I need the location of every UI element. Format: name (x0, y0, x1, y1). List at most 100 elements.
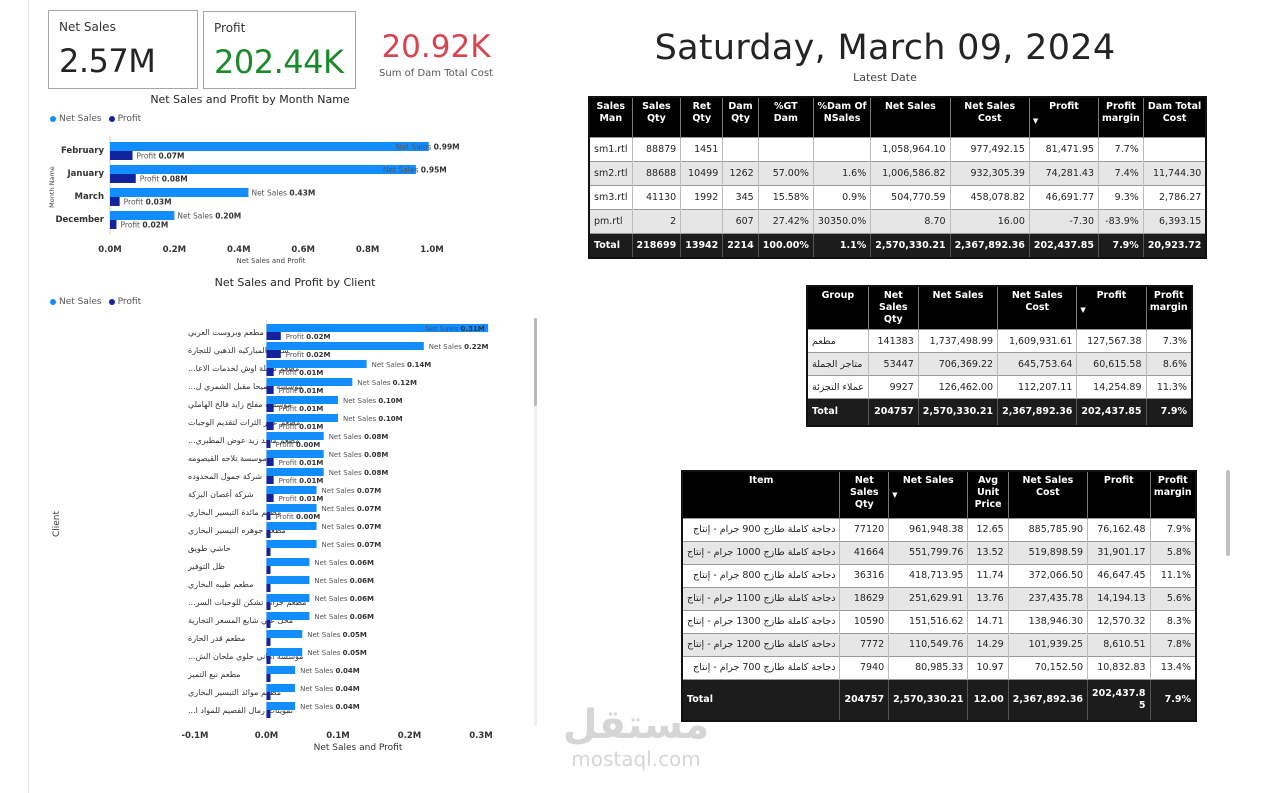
column-header-label: Net Sales (884, 101, 936, 112)
table-cell: 10499 (680, 160, 723, 185)
client-chart-net-sales-label: Net Sales 0.31M (425, 325, 485, 333)
client-chart-net-sales-bar (266, 540, 317, 548)
table-row[interactable]: مطعم 141383 1,737,498.99 1,609,931.61 127,56… (807, 329, 1192, 353)
table-cell: 151,516.62 (888, 609, 968, 633)
column-header[interactable]: Ret Qty (680, 97, 723, 137)
net-sales-card[interactable]: Net Sales 2.57M (48, 10, 198, 89)
table-row[interactable]: دجاجة كاملة طازج 1200 جرام - إنتاج 7772 11… (682, 632, 1196, 656)
month-chart-category-label: March (75, 192, 104, 202)
column-header[interactable]: Profit ▼ (1076, 286, 1147, 330)
table-cell: دجاجة كاملة طازج 1300 جرام - إنتاج (682, 609, 840, 633)
table-row[interactable]: دجاجة كاملة طازج 1100 جرام - إنتاج 18629 2… (682, 586, 1196, 610)
table-cell: دجاجة كاملة طازج 700 جرام - إنتاج (682, 655, 840, 679)
client-chart-title: Net Sales and Profit by Client (214, 276, 376, 289)
table-row[interactable]: دجاجة كاملة طازج 1300 جرام - إنتاج 10590 1… (682, 609, 1196, 633)
client-chart-category-label: مطعم نبع التميز (187, 670, 241, 679)
table-row[interactable]: sm2.rtl 88688 10499 1262 57.00% 1.6% 1,006,586… (589, 160, 1207, 185)
table-row[interactable]: sm1.rtl 88879 1451 1,058,964.10 977,492.15 81… (589, 136, 1207, 161)
month-chart-net-sales-label: Net Sales 0.99M (396, 143, 460, 152)
table-row[interactable]: sm3.rtl 41130 1992 345 15.58% 0.9% 504,770.59 4… (589, 184, 1207, 209)
table-row[interactable]: دجاجة كاملة طازج 900 جرام - إنتاج 77120 96… (682, 517, 1196, 541)
column-header-label: Profit (1096, 290, 1127, 301)
column-header[interactable]: Profit margin (1145, 286, 1192, 330)
total-cell: 2214 (722, 232, 759, 258)
table-cell: 7772 (839, 632, 889, 656)
table-cell: 1451 (680, 136, 723, 161)
month-chart-net-sales-label: Net Sales 0.43M (251, 189, 315, 198)
client-chart-category-label: مطعم وبروست العربي (188, 328, 264, 337)
table-cell: 9.3% (1098, 184, 1144, 209)
column-header[interactable]: Group (807, 286, 869, 330)
column-header[interactable]: Dam Qty (722, 97, 759, 137)
client-chart-net-sales-label: Net Sales 0.07M (322, 505, 382, 513)
table-cell: 138,946.30 (1007, 609, 1088, 633)
table-cell: دجاجة كاملة طازج 1100 جرام - إنتاج (682, 586, 840, 610)
column-header[interactable]: Net Sales Qty (839, 471, 889, 518)
table-row[interactable]: pm.rtl 2 607 27.42% 30350.0% 8.70 16.00 -7.30 -8… (589, 208, 1207, 233)
table-cell: 977,492.15 (949, 136, 1030, 161)
client-chart-profit-bar (266, 584, 271, 592)
client-chart-profit-bar (266, 638, 271, 646)
group-table[interactable]: Group Net Sales Qty Net Sales Net Sales Cos… (806, 285, 1193, 427)
profit-card-label: Profit (214, 21, 246, 35)
table-cell: 11.74 (967, 563, 1009, 587)
client-chart-profit-bar (266, 512, 271, 520)
item-table[interactable]: Item Net Sales Qty Net Sales ▼ Avg Unit Pric… (681, 470, 1197, 722)
column-header[interactable]: %Dam Of NSales (812, 97, 871, 137)
profit-card[interactable]: Profit 202.44K (203, 11, 356, 89)
month-chart[interactable]: Net Sales and Profit by Month Name Net S… (40, 92, 520, 272)
sort-desc-icon[interactable]: ▼ (1080, 306, 1086, 314)
item-table-scrollbar[interactable] (1226, 470, 1230, 556)
month-chart-category-label: February (61, 146, 104, 156)
table-cell: مطعم (807, 329, 869, 353)
table-cell: 551,799.76 (888, 540, 968, 564)
sort-desc-icon[interactable]: ▼ (892, 491, 898, 499)
table-row[interactable]: دجاجة كاملة طازج 800 جرام - إنتاج 36316 41… (682, 563, 1196, 587)
column-header[interactable]: Avg Unit Price (967, 471, 1009, 518)
column-header[interactable]: Sales Qty (631, 97, 681, 137)
column-header[interactable]: Net Sales Cost (1007, 471, 1088, 518)
month-chart-net-sales-label: Net Sales 0.20M (177, 212, 241, 221)
table-row[interactable]: دجاجة كاملة طازج 1000 جرام - إنتاج 41664 5… (682, 540, 1196, 564)
column-header[interactable]: Profit margin (1098, 97, 1144, 137)
salesman-table[interactable]: Sales Man Sales Qty Ret Qty Dam Qty %GT Dam%… (588, 96, 1208, 259)
table-header-row: Sales Man Sales Qty Ret Qty Dam Qty %GT Dam%… (589, 97, 1207, 137)
table-cell: دجاجة كاملة طازج 800 جرام - إنتاج (682, 563, 840, 587)
client-chart-net-sales-bar (266, 648, 303, 656)
column-header[interactable]: Sales Man (589, 97, 633, 137)
column-header[interactable]: Net Sales ▼ (888, 471, 968, 518)
legend-profit-label: Profit (117, 297, 142, 307)
client-chart-scroll-thumb[interactable] (534, 318, 537, 406)
sort-desc-icon[interactable]: ▼ (1032, 117, 1039, 125)
client-chart-profit-bar (266, 548, 271, 556)
client-chart-category-label: مطعم مائدة التيسير البخاري (188, 508, 281, 517)
table-row[interactable]: دجاجة كاملة طازج 700 جرام - إنتاج 7940 80,… (682, 655, 1196, 679)
column-header[interactable]: Net Sales Qty (867, 286, 919, 330)
table-cell: 7.9% (1149, 517, 1196, 541)
client-chart-net-sales-bar (266, 504, 317, 512)
dam-cost-card[interactable]: 20.92K Sum of Dam Total Cost (366, 30, 506, 79)
column-header[interactable]: Profit ▼ (1028, 97, 1099, 137)
table-cell: 30350.0% (812, 208, 871, 233)
column-header[interactable]: Net Sales Cost (949, 97, 1030, 137)
table-row[interactable]: متاجر الجملة 53447 706,369.22 645,753.64 60,… (807, 352, 1192, 376)
column-header[interactable]: Profit margin (1149, 471, 1196, 518)
column-header[interactable]: Item (682, 471, 840, 518)
column-header-label: Net Sales Cost (964, 101, 1016, 124)
table-row[interactable]: عملاء التجزئة 9927 126,462.00 112,207.11 14,… (807, 375, 1192, 399)
column-header[interactable]: Profit (1087, 471, 1151, 518)
table-cell: 885,785.90 (1007, 517, 1088, 541)
client-chart[interactable]: Net Sales and Profit by Client Net Sales… (40, 272, 545, 758)
client-chart-net-sales-label: Net Sales 0.07M (322, 487, 382, 495)
column-header[interactable]: %GT Dam (757, 97, 814, 137)
client-chart-scrollbar[interactable] (534, 318, 537, 726)
column-header[interactable]: Net Sales Cost (997, 286, 1077, 330)
client-chart-category-label: شركة جمول المحدوده (188, 472, 262, 481)
column-header[interactable]: Net Sales (870, 97, 951, 137)
client-chart-net-sales-label: Net Sales 0.04M (300, 667, 360, 675)
column-header[interactable]: Net Sales (917, 286, 998, 330)
column-header[interactable]: Dam Total Cost (1142, 97, 1207, 137)
client-chart-net-sales-bar (266, 378, 353, 386)
table-cell: 1262 (722, 160, 759, 185)
table-cell (680, 208, 723, 233)
